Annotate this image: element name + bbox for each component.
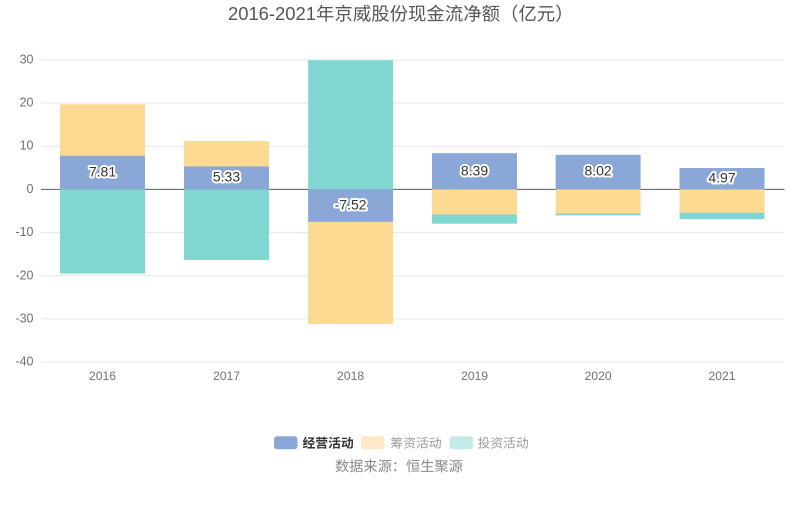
svg-text:-7.52: -7.52 [335,197,367,213]
svg-text:30: 30 [20,52,34,66]
svg-text:7.81: 7.81 [89,163,116,179]
svg-text:0: 0 [27,182,34,196]
svg-text:2016: 2016 [89,369,116,383]
svg-text:2019: 2019 [461,369,488,383]
svg-text:20: 20 [20,96,34,110]
svg-text:2017: 2017 [213,369,240,383]
svg-text:8.39: 8.39 [461,162,488,178]
svg-text:-10: -10 [15,225,33,239]
svg-text:-40: -40 [15,355,33,369]
svg-text:-20: -20 [15,268,33,282]
svg-text:4.97: 4.97 [708,169,735,185]
svg-text:2016-2021: 2016-2021 [228,3,316,24]
svg-text:5.33: 5.33 [213,168,240,184]
svg-text:2021: 2021 [708,369,735,383]
svg-text:10: 10 [20,139,34,153]
svg-text:2020: 2020 [585,369,612,383]
svg-text:8.02: 8.02 [584,163,611,179]
svg-text:2018: 2018 [337,369,364,383]
svg-text:-30: -30 [15,311,33,325]
